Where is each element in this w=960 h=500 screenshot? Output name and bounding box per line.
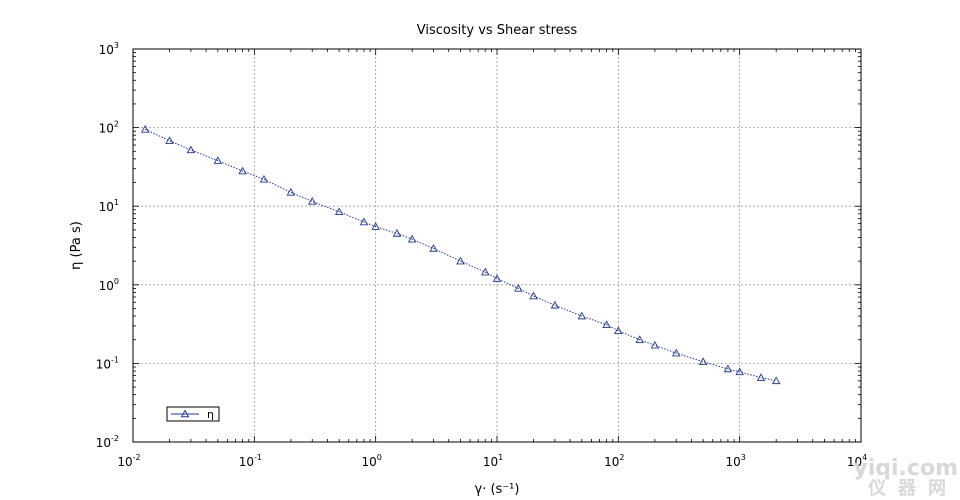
x-tick-label: 102 bbox=[604, 453, 624, 469]
x-axis-tick-labels: 10-2 10-1 100 101 102 103 104 bbox=[117, 453, 867, 469]
data-point bbox=[529, 291, 538, 300]
y-tick-label: 10-1 bbox=[96, 355, 119, 371]
plot-frame bbox=[132, 48, 862, 443]
watermark: yiqi.com 仪器网 bbox=[853, 458, 958, 498]
data-point bbox=[407, 234, 417, 243]
data-point bbox=[480, 267, 490, 276]
series-eta bbox=[140, 124, 781, 385]
grid bbox=[133, 49, 861, 442]
x-tick-label: 103 bbox=[725, 453, 745, 469]
data-point bbox=[735, 367, 744, 376]
data-point bbox=[140, 124, 150, 133]
data-point bbox=[286, 187, 296, 196]
x-axis-label: γ· (s⁻¹) bbox=[475, 482, 520, 497]
x-tick-label: 10-1 bbox=[239, 453, 262, 469]
watermark-text-bottom: 仪器网 bbox=[868, 478, 958, 499]
data-point bbox=[602, 320, 611, 329]
data-point bbox=[698, 357, 708, 365]
chart-title: Viscosity vs Shear stress bbox=[417, 23, 578, 38]
data-point bbox=[492, 274, 502, 282]
data-point bbox=[429, 244, 438, 252]
data-point bbox=[186, 145, 196, 154]
data-point bbox=[650, 340, 660, 349]
data-point bbox=[307, 197, 317, 205]
x-tick-label: 104 bbox=[847, 453, 867, 469]
data-point bbox=[238, 166, 247, 175]
x-tick-label: 10-2 bbox=[117, 453, 140, 469]
data-point bbox=[577, 311, 587, 320]
data-point bbox=[723, 364, 733, 373]
data-point bbox=[213, 156, 223, 164]
data-point bbox=[771, 376, 781, 385]
y-tick-label: 10-2 bbox=[96, 434, 119, 450]
data-point bbox=[371, 222, 380, 230]
y-axis-tick-labels: 10-2 10-1 100 101 102 103 bbox=[96, 41, 119, 450]
data-point bbox=[165, 136, 174, 145]
data-point bbox=[756, 373, 766, 381]
watermark-text-top: yiqi.com bbox=[853, 456, 958, 481]
y-tick-label: 103 bbox=[99, 41, 119, 57]
data-point bbox=[456, 256, 465, 265]
data-point bbox=[614, 326, 623, 335]
data-point bbox=[514, 283, 523, 292]
data-point bbox=[550, 300, 560, 309]
data-point bbox=[635, 335, 644, 343]
data-point bbox=[392, 229, 402, 237]
series-line bbox=[144, 128, 777, 382]
x-tick-label: 100 bbox=[361, 453, 381, 469]
legend-marker-triangle-icon bbox=[180, 409, 190, 418]
legend-entry-eta: η bbox=[207, 408, 214, 421]
y-tick-label: 101 bbox=[99, 198, 119, 214]
data-point bbox=[259, 174, 269, 183]
legend: η bbox=[166, 406, 220, 422]
y-tick-label: 102 bbox=[99, 120, 119, 136]
data-point bbox=[334, 207, 344, 215]
y-axis-label: η (Pa s) bbox=[69, 221, 84, 270]
data-point bbox=[671, 348, 681, 357]
data-point bbox=[359, 217, 369, 226]
x-tick-label: 101 bbox=[483, 453, 503, 469]
y-tick-label: 100 bbox=[99, 277, 119, 293]
